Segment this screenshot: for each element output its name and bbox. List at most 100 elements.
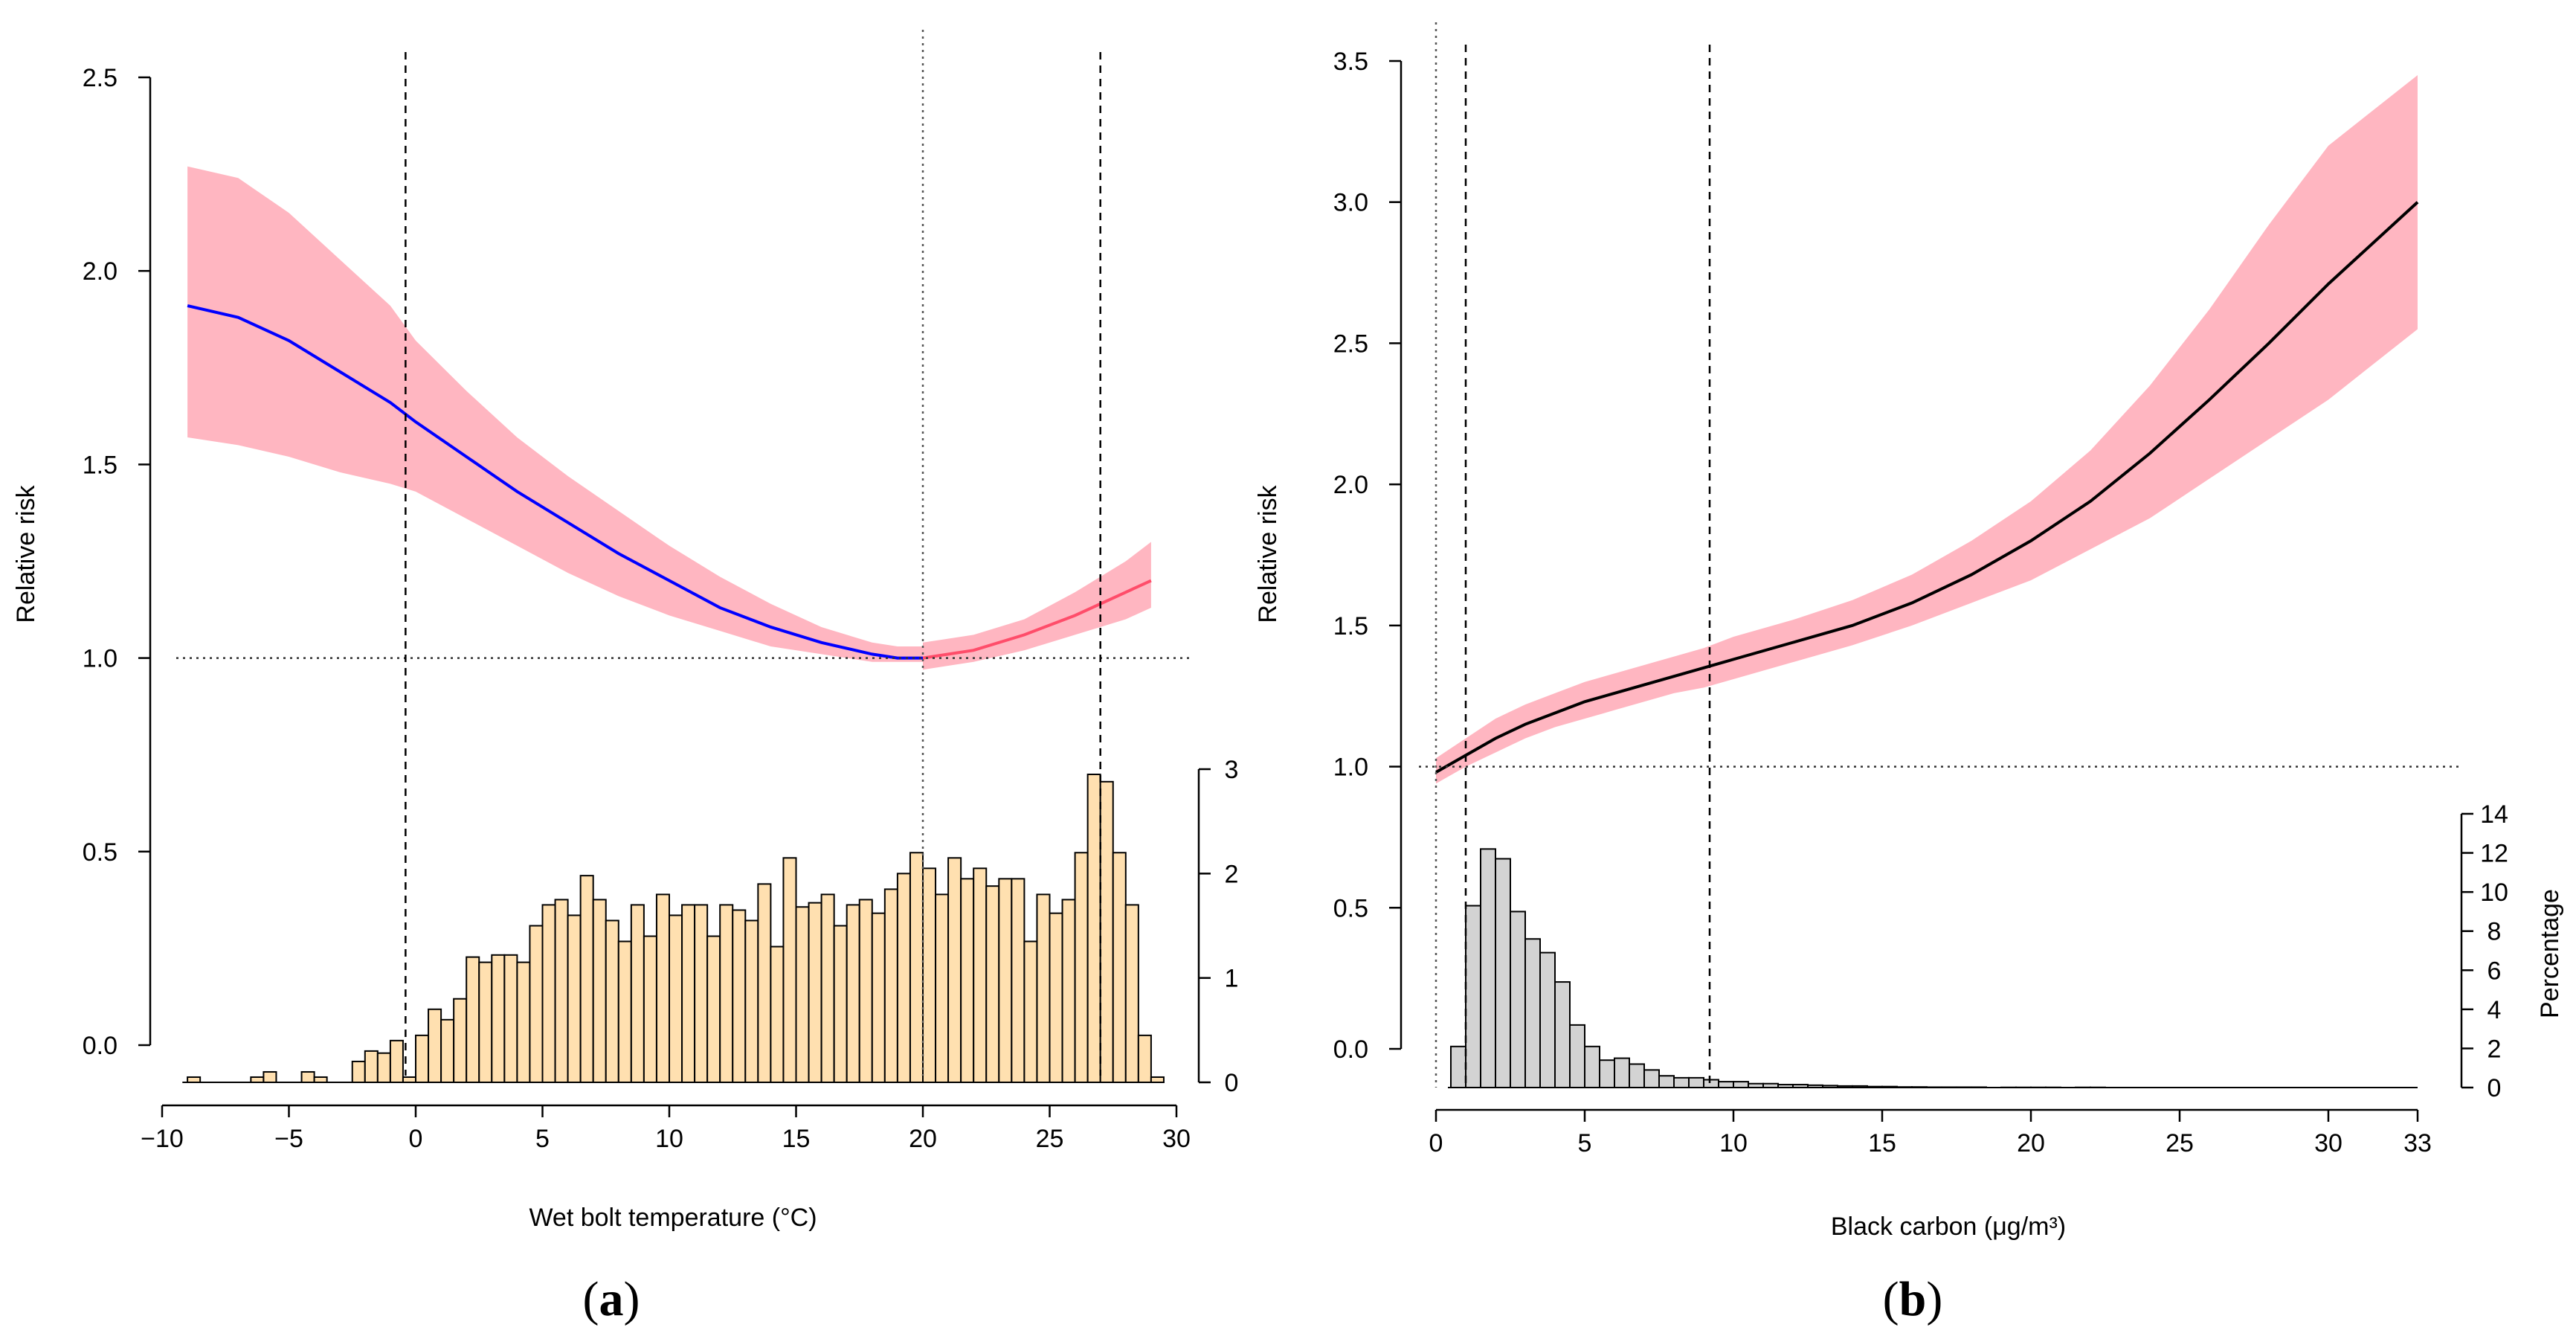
confidence-band-cold — [187, 166, 924, 662]
histogram-bar — [732, 909, 747, 1083]
histogram-bar — [833, 925, 848, 1083]
histogram-bar — [1112, 852, 1127, 1084]
x-tick-label: 0 — [1429, 1129, 1443, 1157]
histogram-bar — [630, 904, 645, 1084]
histogram-bar — [947, 857, 962, 1083]
histogram-bar — [858, 899, 873, 1083]
histogram-bar — [579, 875, 594, 1083]
series-line-exposure-response — [1435, 201, 2419, 774]
histogram-bar — [351, 1060, 366, 1084]
panel-a-x-axis-label: Wet bolt temperature (°C) — [529, 1204, 817, 1232]
histogram-bar — [1495, 858, 1511, 1088]
x-tick-label: 5 — [1578, 1129, 1592, 1157]
histogram-axis-tick-label: 0 — [2488, 1074, 2502, 1102]
histogram-bar — [1718, 1081, 1734, 1088]
histogram-bar — [719, 904, 734, 1084]
histogram-bar — [1150, 1076, 1165, 1083]
y-tick-label: 1.0 — [1333, 754, 1368, 782]
histogram-bar — [250, 1076, 265, 1083]
histogram-bar — [187, 1076, 202, 1083]
histogram-axis-tick-label: 12 — [2480, 840, 2508, 868]
y-tick-label: 3.5 — [1333, 48, 1368, 76]
y-tick-label: 2.5 — [1333, 330, 1368, 358]
histogram-bar — [1643, 1069, 1660, 1089]
histogram-bar — [871, 912, 886, 1084]
y-tick-label: 0.0 — [83, 1032, 117, 1060]
panel-b-histogram-y-axis-label: Percentage — [2536, 889, 2564, 1018]
x-tick-label: 5 — [535, 1125, 550, 1153]
histogram-bar — [1099, 780, 1114, 1083]
y-tick-label: 1.5 — [83, 451, 117, 479]
histogram-axis-tick-label: 0 — [1225, 1069, 1239, 1097]
histogram-bar — [1688, 1076, 1704, 1089]
y-tick-label: 0.5 — [83, 838, 117, 867]
histogram-bar — [960, 878, 975, 1083]
histogram-bar — [1480, 848, 1496, 1089]
histogram-bar — [1569, 1024, 1585, 1089]
panel-a-y-axis-label: Relative risk — [12, 484, 40, 623]
histogram-bar — [402, 1076, 417, 1083]
histogram-bar — [440, 1018, 455, 1084]
histogram-bar — [1614, 1057, 1630, 1088]
panel-label-a-open: ( — [583, 1272, 599, 1326]
x-tick-label: −10 — [141, 1125, 184, 1153]
histogram-bar — [883, 888, 898, 1083]
panel-label-b-open: ( — [1883, 1272, 1899, 1326]
histogram-bar — [846, 904, 860, 1084]
histogram-bar — [428, 1008, 442, 1084]
histogram-bar — [516, 961, 531, 1084]
histogram-axis-tick-label: 2 — [2488, 1035, 2502, 1063]
histogram-bar — [313, 1076, 328, 1083]
histogram-bar — [592, 899, 607, 1083]
histogram-bar — [1733, 1081, 1749, 1088]
confidence-band-heat — [923, 542, 1151, 670]
histogram-bar — [1137, 1034, 1152, 1083]
x-tick-label: 10 — [1719, 1129, 1748, 1157]
histogram-bar — [1074, 852, 1089, 1084]
histogram-bar — [617, 940, 632, 1084]
x-tick-label: 15 — [1868, 1129, 1896, 1157]
y-tick-label: 1.0 — [83, 645, 117, 673]
panel-label-a-letter: a — [599, 1272, 624, 1326]
histogram-bar — [922, 867, 937, 1083]
histogram-bar — [706, 935, 721, 1083]
histogram-bar — [1658, 1075, 1675, 1088]
histogram-bar — [1124, 904, 1139, 1084]
histogram-bar — [1061, 899, 1076, 1083]
x-tick-label: 25 — [1036, 1125, 1064, 1153]
histogram-bar — [643, 935, 657, 1083]
x-tick-label: 20 — [909, 1125, 937, 1153]
histogram-bar — [541, 904, 556, 1084]
histogram-bar — [998, 878, 1013, 1083]
histogram-bar — [896, 873, 911, 1084]
histogram-bar — [503, 954, 518, 1083]
histogram-bar — [770, 945, 785, 1083]
histogram-axis-tick-label: 14 — [2480, 800, 2508, 829]
histogram-bar — [909, 852, 924, 1084]
histogram-bar — [1011, 878, 1025, 1083]
histogram-bar — [669, 914, 683, 1084]
histogram-bar — [1450, 1045, 1466, 1089]
histogram-axis-tick-label: 3 — [1225, 756, 1239, 784]
histogram-bar — [263, 1070, 277, 1084]
histogram-bar — [1086, 774, 1101, 1084]
histogram-bar — [655, 893, 671, 1084]
histogram-bar — [1524, 938, 1541, 1088]
histogram-bar — [808, 902, 822, 1084]
histogram-bar — [1629, 1063, 1645, 1089]
x-tick-label: 33 — [2403, 1129, 2432, 1157]
histogram-bar — [605, 919, 619, 1083]
histogram-bar — [1584, 1045, 1600, 1089]
histogram-bar — [1023, 940, 1038, 1084]
panel-b-histogram — [1450, 848, 2106, 1089]
histogram-axis-tick-label: 8 — [2488, 918, 2502, 946]
y-tick-label: 0.5 — [1333, 894, 1368, 922]
confidence-band-exposure-response — [1436, 74, 2418, 784]
histogram-bar — [1049, 912, 1063, 1084]
histogram-bar — [567, 914, 582, 1084]
y-tick-label: 2.0 — [83, 257, 117, 286]
histogram-bar — [491, 954, 506, 1083]
histogram-axis-tick-label: 1 — [1225, 965, 1239, 993]
histogram-bar — [757, 883, 772, 1084]
